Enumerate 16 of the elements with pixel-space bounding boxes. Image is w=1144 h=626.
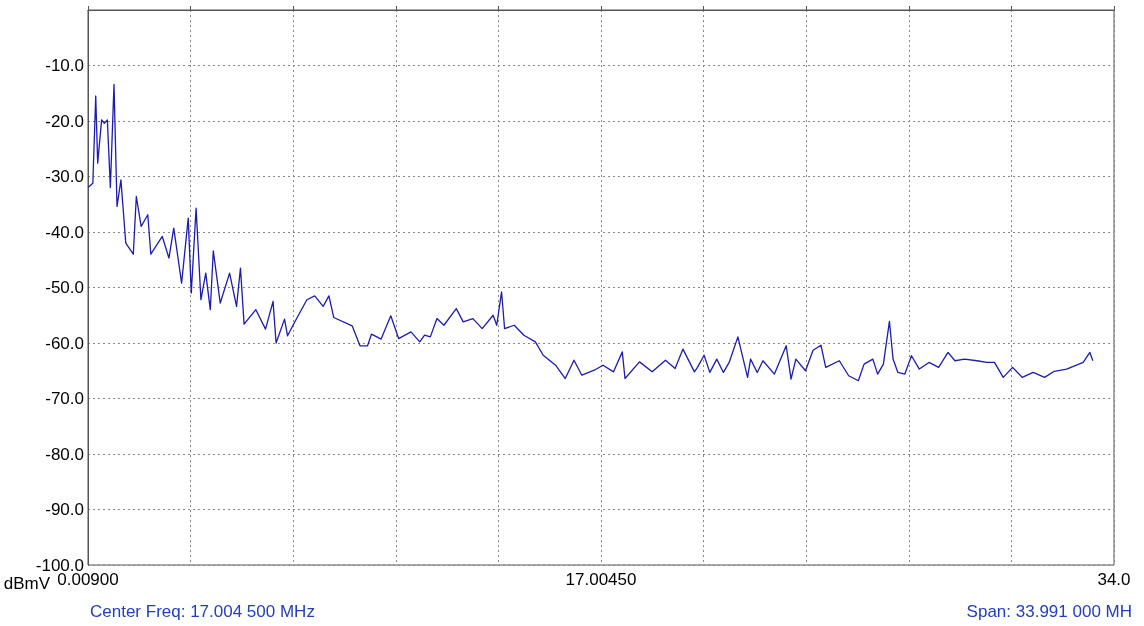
y-tick-label: -30.0 bbox=[45, 167, 84, 186]
y-tick-label: -50.0 bbox=[45, 278, 84, 297]
y-tick-label: -70.0 bbox=[45, 389, 84, 408]
y-tick-label: -20.0 bbox=[45, 111, 84, 131]
line-series bbox=[87, 83, 1094, 382]
y-axis-title: dBmV bbox=[3, 574, 51, 593]
text: Span: 33.991 000 MH bbox=[966, 602, 1133, 621]
x-tick-label: 34.0 bbox=[1097, 570, 1131, 589]
y-tick-label: -80.0 bbox=[45, 444, 84, 464]
y-tick-label: -90.0 bbox=[45, 500, 84, 519]
y-tick-label: -40.0 bbox=[45, 222, 84, 242]
y-tick-label: -10.0 bbox=[45, 56, 84, 75]
text: Center Freq: 17.004 500 MHz bbox=[90, 602, 315, 621]
x-tick-label: 0.00900 bbox=[57, 570, 119, 589]
x-tick-label: 17.00450 bbox=[565, 570, 637, 589]
y-tick-label: -60.0 bbox=[45, 333, 84, 353]
